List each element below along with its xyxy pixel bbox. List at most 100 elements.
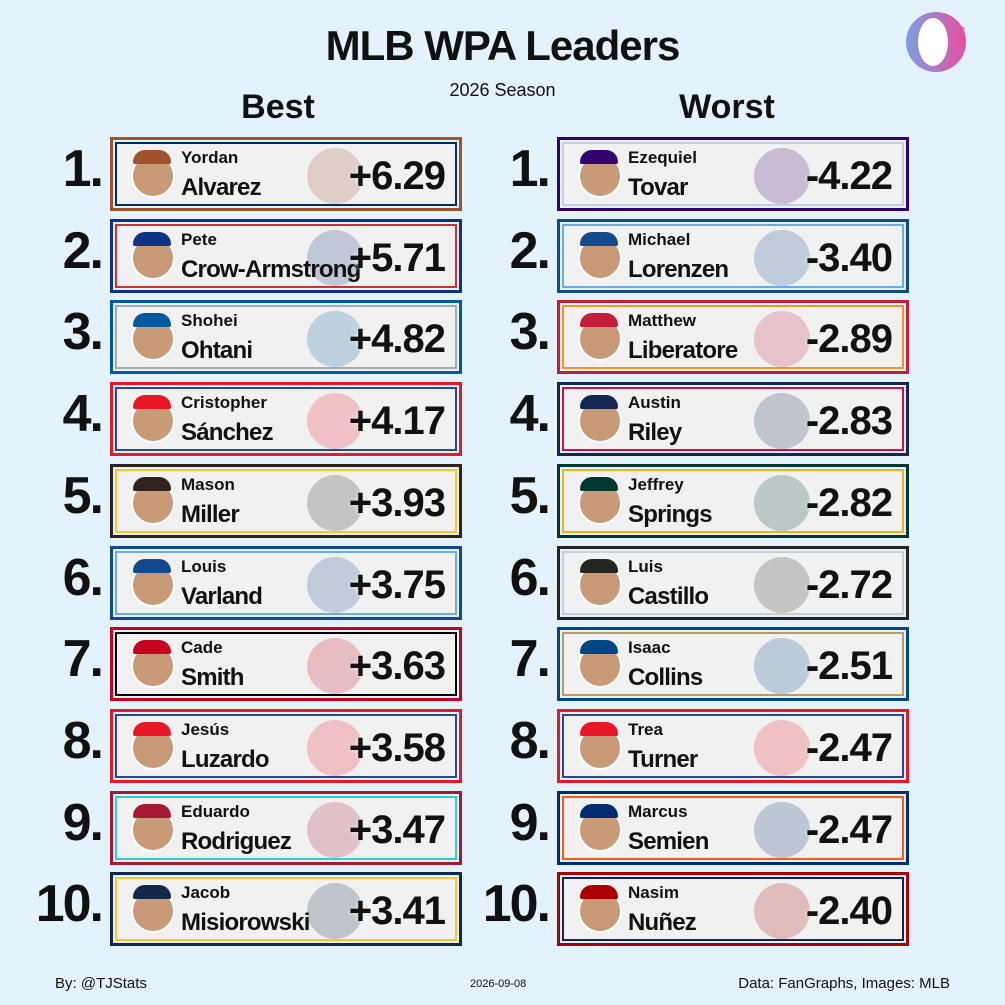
team-logo — [307, 883, 363, 940]
cap — [580, 231, 618, 246]
team-logo — [307, 148, 363, 204]
first-name: Luis — [628, 556, 663, 576]
wpa-value: +3.41 — [348, 889, 446, 934]
wpa-value: +5.71 — [348, 235, 446, 280]
team-logo — [754, 474, 810, 531]
last-name: Liberatore — [628, 337, 738, 365]
rank: 4. — [62, 385, 104, 444]
player-card: Austin Riley -2.83 — [557, 382, 909, 457]
source: Data: FanGraphs, Images: MLB — [738, 975, 950, 992]
card-inner: Jacob Misiorowski +3.41 — [115, 877, 457, 942]
team-logo — [754, 311, 810, 368]
team-logo — [307, 638, 363, 695]
team-logo — [307, 229, 363, 286]
card-inner: Shohei Ohtani +4.82 — [115, 305, 457, 370]
team-logo — [754, 719, 810, 776]
rank: 10. — [35, 875, 104, 934]
last-name: Ohtani — [181, 337, 253, 365]
card-inner: Luis Castillo -2.72 — [562, 550, 904, 615]
wpa-value: +3.63 — [348, 644, 446, 689]
wpa-value: +4.82 — [348, 317, 446, 362]
team-logo — [307, 719, 363, 776]
team-logo — [307, 393, 363, 450]
rank: 7. — [509, 630, 551, 689]
first-name: Jeffrey — [628, 474, 684, 494]
rank: 1. — [62, 140, 104, 198]
last-name: Springs — [628, 500, 713, 528]
wpa-value: +3.58 — [348, 725, 446, 770]
player-card: Cristopher Sánchez +4.17 — [110, 382, 462, 457]
player-card: Jeffrey Springs -2.82 — [557, 463, 909, 538]
rank: 6. — [62, 548, 104, 607]
wpa-value: +6.29 — [348, 154, 446, 198]
wpa-value: +3.93 — [348, 480, 446, 525]
team-logo — [307, 311, 363, 368]
cap — [580, 803, 618, 818]
wpa-value: -2.47 — [805, 725, 893, 770]
card-inner: Louis Varland +3.75 — [115, 550, 457, 615]
cap — [133, 313, 171, 328]
rank: 2. — [509, 221, 551, 280]
wpa-value: -3.40 — [805, 235, 893, 280]
player-card: Marcus Semien -2.47 — [557, 790, 909, 865]
card-inner: Cade Smith +3.63 — [115, 632, 457, 697]
wpa-value: -4.22 — [805, 154, 893, 198]
date: 2026-09-08 — [470, 978, 527, 990]
first-name: Marcus — [628, 801, 688, 821]
card-inner: Jeffrey Springs -2.82 — [562, 468, 904, 533]
cap — [580, 885, 618, 900]
rank: 6. — [509, 548, 551, 607]
team-logo — [307, 556, 363, 613]
last-name: Lorenzen — [628, 255, 729, 283]
rank: 5. — [509, 466, 551, 525]
last-name: Semien — [628, 827, 709, 855]
last-name: Rodriguez — [181, 827, 292, 855]
first-name: Pete — [181, 229, 217, 249]
first-name: Louis — [181, 556, 227, 576]
credit: By: @TJStats — [55, 975, 147, 992]
player-card: Isaac Collins -2.51 — [557, 627, 909, 702]
logo-ball — [918, 18, 948, 66]
rank: 3. — [62, 303, 104, 362]
card-inner: Matthew Liberatore -2.89 — [562, 305, 904, 370]
card-inner: Isaac Collins -2.51 — [562, 632, 904, 697]
player-card: Cade Smith +3.63 — [110, 627, 462, 702]
first-name: Austin — [628, 393, 681, 413]
cap — [133, 395, 171, 410]
card-inner: Mason Miller +3.93 — [115, 468, 457, 533]
wpa-value: -2.83 — [805, 399, 893, 444]
subtitle: 2026 Season — [449, 80, 556, 100]
title: MLB WPA Leaders — [325, 22, 681, 69]
wpa-value: -2.89 — [805, 317, 893, 362]
player-card: Michael Lorenzen -3.40 — [557, 218, 909, 293]
best-heading: Best — [241, 88, 315, 126]
player-card: Nasim Nuñez -2.40 — [557, 872, 909, 947]
first-name: Trea — [628, 719, 663, 739]
wpa-value: -2.82 — [805, 480, 893, 525]
team-logo — [754, 229, 810, 286]
rank: 7. — [62, 630, 104, 689]
player-card: Mason Miller +3.93 — [110, 463, 462, 538]
card-inner: Austin Riley -2.83 — [562, 387, 904, 452]
cap — [133, 231, 171, 246]
wpa-value: -2.72 — [805, 562, 893, 607]
cap — [133, 150, 171, 164]
team-logo — [754, 883, 810, 940]
cap — [133, 803, 171, 818]
first-name: Nasim — [628, 883, 680, 903]
team-logo — [307, 801, 363, 858]
cap — [580, 150, 618, 164]
wpa-value: -2.47 — [805, 807, 893, 852]
last-name: Smith — [181, 664, 244, 692]
player-card: Pete Crow-Armstrong +5.71 — [110, 218, 462, 293]
worst-heading: Worst — [679, 88, 775, 126]
first-name: Isaac — [628, 638, 671, 658]
player-card: Yordan Alvarez +6.29 — [110, 137, 462, 211]
team-logo — [754, 148, 810, 204]
last-name: Tovar — [628, 174, 688, 201]
logo: STATS — [906, 12, 966, 72]
wpa-value: +3.47 — [348, 807, 446, 852]
player-card: Luis Castillo -2.72 — [557, 545, 909, 620]
rank: 8. — [509, 711, 551, 770]
player-card: Matthew Liberatore -2.89 — [557, 300, 909, 375]
